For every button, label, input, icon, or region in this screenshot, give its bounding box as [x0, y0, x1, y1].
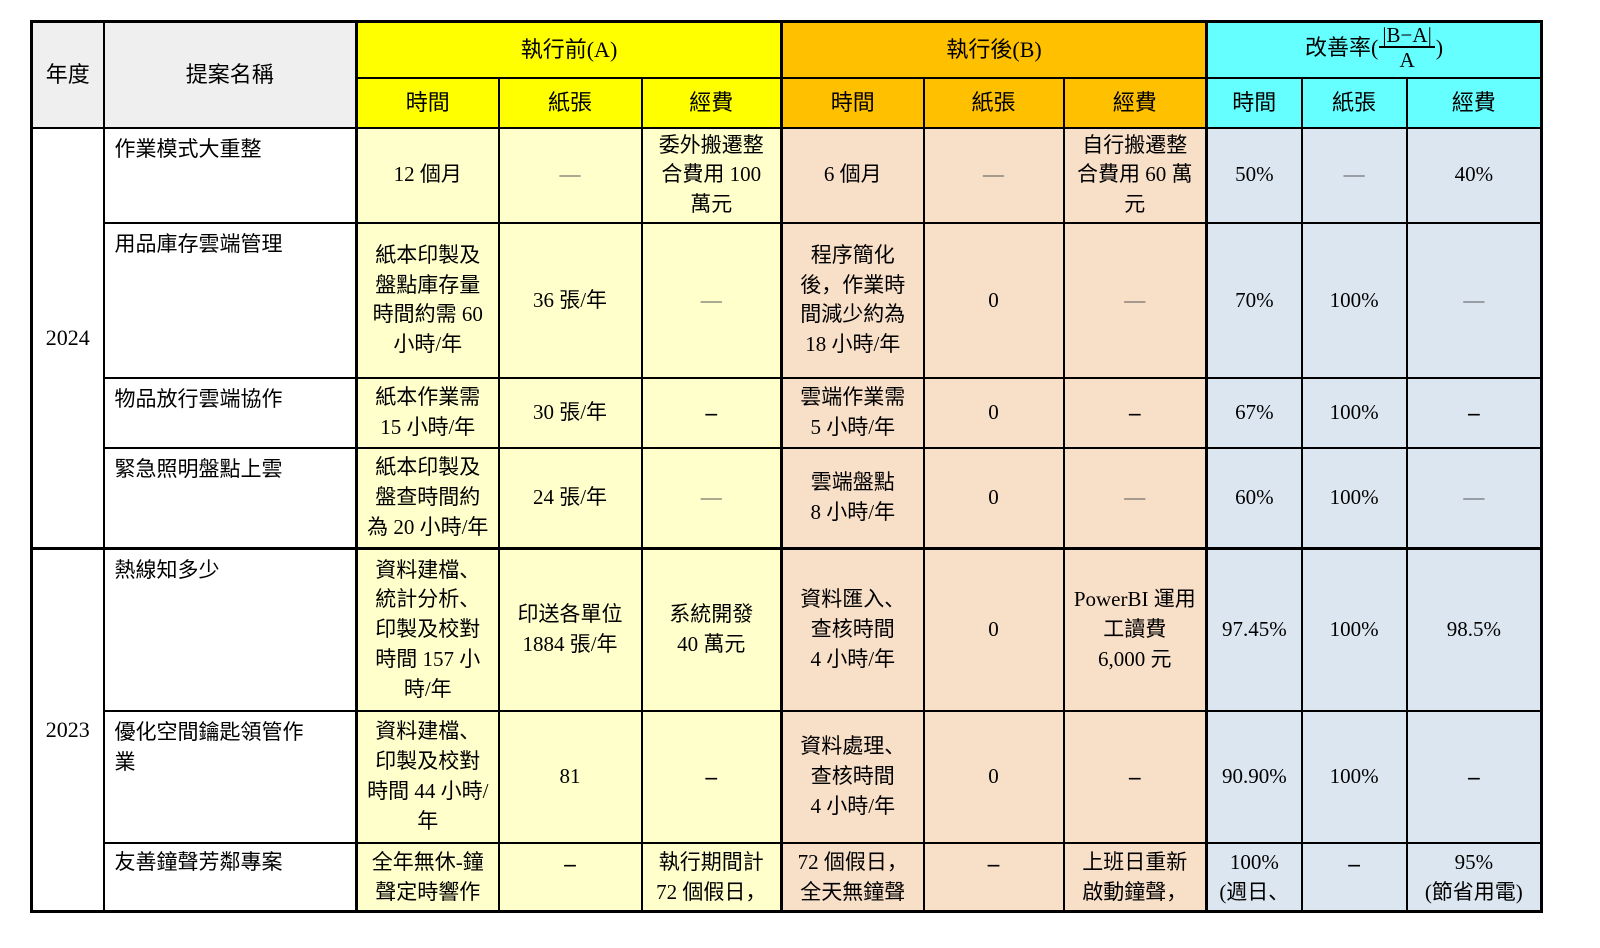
proposal-name-cell: 用品庫存雲端管理 — [102, 221, 358, 379]
improve-time-cell: 60% — [1205, 446, 1303, 550]
improve-cost-cell: 98.5% — [1405, 547, 1543, 712]
proposal-name-cell: 緊急照明盤點上雲 — [102, 446, 358, 550]
table-row: 優化空間鑰匙領管作 業資料建檔、 印製及校對 時間 44 小時/ 年 81– 資料處… — [32, 709, 1543, 844]
before-paper-cell: 30 張/年 — [497, 376, 643, 449]
improve-cost-cell: — — [1405, 446, 1543, 550]
header-before-paper: 紙張 — [497, 76, 643, 129]
after-cost-cell: — — [1062, 446, 1208, 550]
year-cell: 2023 — [30, 547, 105, 913]
after-time-cell: 資料匯入、 查核時間 4 小時/年 — [780, 547, 925, 712]
proposals-table: 年度 提案名稱 執行前(A) 執行後(B) 改善率(|B−A| A) 時間 紙張 … — [30, 20, 1544, 913]
table-row: 2024 作業模式大重整 12 個月 — 委外搬遷整 合費用 100 萬元 6 個月 — 自行… — [30, 126, 1543, 550]
before-time-cell: 紙本印製及 盤查時間約 為 20 小時/年 — [355, 446, 500, 550]
after-paper-cell: 0 — [922, 446, 1065, 550]
before-cost-cell: 委外搬遷整 合費用 100 萬元 — [640, 126, 783, 224]
improve-cost-cell: 95% (節省用電) — [1405, 841, 1543, 913]
after-cost-cell: 上班日重新 啟動鐘聲， — [1062, 841, 1208, 913]
improve-time-cell: 90.90% — [1205, 709, 1303, 844]
after-time-cell: 程序簡化 後，作業時 間減少約為 18 小時/年 — [780, 221, 925, 379]
improve-paper-cell: 100% — [1300, 221, 1408, 379]
before-paper-cell: — — [497, 126, 643, 224]
after-cost-cell: – — [1062, 376, 1208, 449]
after-cost-cell: — — [1062, 221, 1208, 379]
after-time-cell: 資料處理、 查核時間 4 小時/年 — [780, 709, 925, 844]
table-row: 2023 熱線知多少 資料建檔、 統計分析、 印製及校對 時間 157 小 時/年印… — [30, 547, 1543, 913]
before-cost-cell: 執行期間計 72 個假日， — [640, 841, 783, 913]
improve-paper-cell: 100% — [1300, 376, 1408, 449]
before-cost-cell: – — [640, 376, 783, 449]
table-row: 物品放行雲端協作 紙本作業需 15 小時/年 30 張/年 – 雲端作業需 5 小時/年… — [32, 376, 1543, 449]
improve-cost-cell: – — [1405, 709, 1543, 844]
before-cost-cell: — — [640, 221, 783, 379]
table-row: 用品庫存雲端管理 紙本印製及 盤點庫存量 時間約需 60 小時/年 36 張/年 — 程… — [32, 221, 1543, 379]
after-time-cell: 6 個月 — [780, 126, 925, 224]
improve-time-cell: 50% — [1205, 126, 1303, 224]
after-paper-cell: 0 — [922, 547, 1065, 712]
before-paper-cell: 24 張/年 — [497, 446, 643, 550]
improve-fraction: |B−A| A — [1379, 24, 1435, 71]
before-cost-cell: – — [640, 709, 783, 844]
after-paper-cell: — — [922, 126, 1065, 224]
header-proposal: 提案名稱 — [102, 20, 358, 129]
proposal-name-cell: 友善鐘聲芳鄰專案 — [102, 841, 358, 913]
table-row: 友善鐘聲芳鄰專案 全年無休-鐘 聲定時響作 – 執行期間計 72 個假日， 72 個假日… — [32, 841, 1543, 913]
header-group-before: 執行前(A) — [354, 20, 783, 79]
before-time-cell: 全年無休-鐘 聲定時響作 — [355, 841, 500, 913]
table-header: 年度 提案名稱 執行前(A) 執行後(B) 改善率(|B−A| A) 時間 紙張 … — [30, 20, 1543, 129]
after-cost-cell: – — [1062, 709, 1208, 844]
improve-paper-cell: — — [1300, 126, 1408, 224]
improve-cost-cell: — — [1405, 221, 1543, 379]
after-time-cell: 雲端作業需 5 小時/年 — [780, 376, 925, 449]
header-before-time: 時間 — [355, 76, 500, 129]
improve-cost-cell: 40% — [1405, 126, 1543, 224]
after-paper-cell: 0 — [922, 221, 1065, 379]
after-cost-cell: 自行搬遷整 合費用 60 萬 元 — [1062, 126, 1208, 224]
before-time-cell: 資料建檔、 統計分析、 印製及校對 時間 157 小 時/年 — [355, 547, 500, 712]
before-time-cell: 資料建檔、 印製及校對 時間 44 小時/ 年 — [355, 709, 500, 844]
improve-paper-cell: 100% — [1300, 547, 1408, 712]
improve-cost-cell: – — [1405, 376, 1543, 449]
header-after-paper: 紙張 — [922, 76, 1065, 129]
before-paper-cell: 印送各單位 1884 張/年 — [497, 547, 643, 712]
header-after-time: 時間 — [780, 76, 925, 129]
before-cost-cell: — — [640, 446, 783, 550]
after-time-cell: 72 個假日， 全天無鐘聲 — [780, 841, 925, 913]
after-paper-cell: 0 — [922, 709, 1065, 844]
table-row: 緊急照明盤點上雲 紙本印製及 盤查時間約 為 20 小時/年 24 張/年 — 雲端盤點… — [32, 446, 1543, 550]
before-paper-cell: – — [497, 841, 643, 913]
proposal-name-cell: 物品放行雲端協作 — [102, 376, 358, 449]
before-paper-cell: 81 — [497, 709, 643, 844]
improve-time-cell: 70% — [1205, 221, 1303, 379]
header-after-cost: 經費 — [1062, 76, 1208, 129]
before-time-cell: 12 個月 — [355, 126, 500, 224]
header-before-cost: 經費 — [640, 76, 783, 129]
proposal-name-cell: 熱線知多少 — [102, 547, 358, 712]
after-time-cell: 雲端盤點 8 小時/年 — [780, 446, 925, 550]
before-time-cell: 紙本作業需 15 小時/年 — [355, 376, 500, 449]
proposal-name-cell: 作業模式大重整 — [102, 126, 358, 224]
improve-time-cell: 97.45% — [1205, 547, 1303, 712]
after-paper-cell: – — [922, 841, 1065, 913]
table-body: 2024 作業模式大重整 12 個月 — 委外搬遷整 合費用 100 萬元 6 個月 — 自行… — [30, 126, 1543, 913]
header-group-improve: 改善率(|B−A| A) — [1205, 20, 1543, 79]
year-cell: 2024 — [30, 126, 105, 550]
header-year: 年度 — [30, 20, 105, 129]
header-improve-paper: 紙張 — [1300, 76, 1408, 129]
before-paper-cell: 36 張/年 — [497, 221, 643, 379]
proposal-name-cell: 優化空間鑰匙領管作 業 — [102, 709, 358, 844]
header-improve-time: 時間 — [1205, 76, 1303, 129]
improve-paper-cell: 100% — [1300, 446, 1408, 550]
after-cost-cell: PowerBI 運用 工讀費 6,000 元 — [1062, 547, 1208, 712]
before-time-cell: 紙本印製及 盤點庫存量 時間約需 60 小時/年 — [355, 221, 500, 379]
improve-time-cell: 100% (週日、 — [1205, 841, 1303, 913]
header-improve-cost: 經費 — [1405, 76, 1543, 129]
after-paper-cell: 0 — [922, 376, 1065, 449]
header-group-after: 執行後(B) — [780, 20, 1208, 79]
improve-formula: 改善率(|B−A| A) — [1305, 23, 1444, 73]
improve-time-cell: 67% — [1205, 376, 1303, 449]
before-cost-cell: 系統開發 40 萬元 — [640, 547, 783, 712]
improve-paper-cell: 100% — [1300, 709, 1408, 844]
improve-paper-cell: – — [1300, 841, 1408, 913]
